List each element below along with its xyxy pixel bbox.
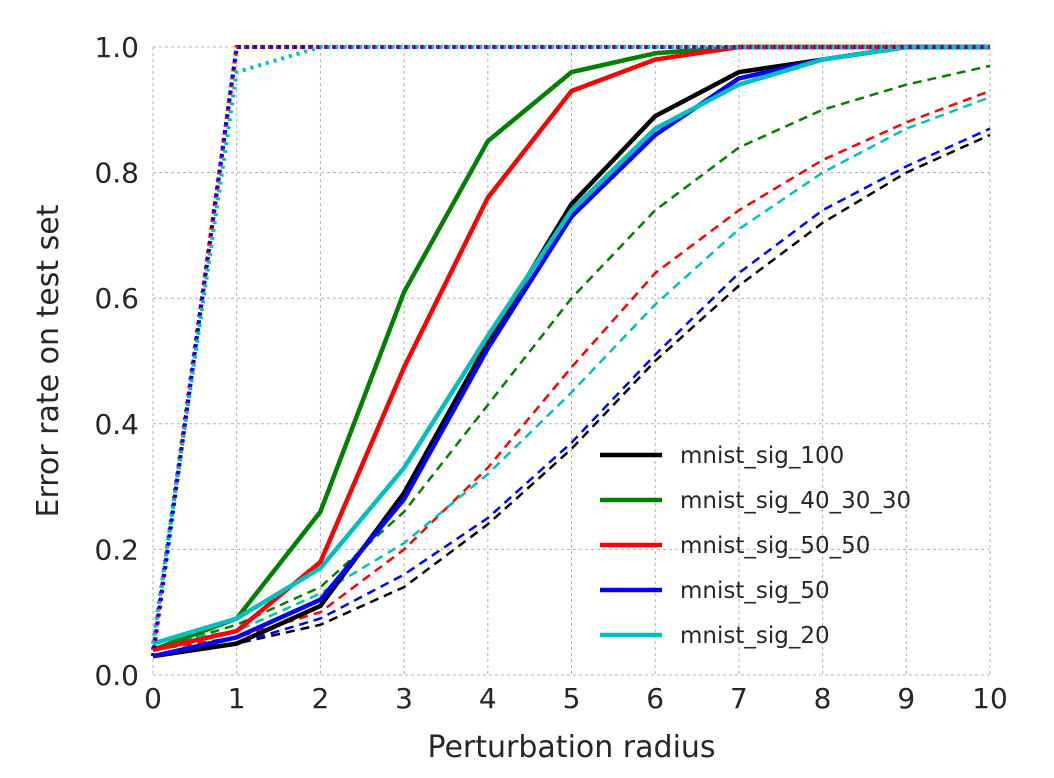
- x-tick-labels: 0 1 2 3 4 5 6 7 8 9 10: [144, 682, 1008, 715]
- x-axis-label: Perturbation radius: [427, 730, 715, 765]
- legend-label: mnist_sig_50: [680, 578, 830, 604]
- legend-label: mnist_sig_100: [680, 443, 844, 469]
- x-tick-label: 3: [395, 682, 413, 715]
- x-tick-label: 4: [479, 682, 497, 715]
- legend-label: mnist_sig_40_30_30: [680, 488, 911, 514]
- y-axis-label: Error rate on test set: [31, 204, 66, 517]
- x-tick-label: 7: [730, 682, 748, 715]
- x-tick-label: 1: [228, 682, 246, 715]
- x-tick-label: 8: [814, 682, 832, 715]
- x-tick-label: 2: [311, 682, 329, 715]
- dotted-series-group: [151, 45, 990, 657]
- y-tick-label: 1.0: [94, 31, 139, 64]
- x-tick-label: 9: [897, 682, 915, 715]
- y-tick-label: 0.6: [94, 282, 139, 315]
- grid: [152, 46, 991, 676]
- legend-label: mnist_sig_50_50: [680, 533, 870, 559]
- y-tick-labels: 0.0 0.2 0.4 0.6 0.8 1.0: [94, 31, 139, 692]
- y-tick-label: 0.4: [94, 408, 139, 441]
- series-line-dashed-mnist_sig_20: [152, 96, 991, 645]
- series-line-dashed-mnist_sig_100: [152, 133, 991, 658]
- legend-label: mnist_sig_20: [680, 623, 830, 649]
- legend: mnist_sig_100 mnist_sig_40_30_30 mnist_sig…: [600, 443, 911, 649]
- series-line-dotted-mnist_sig_50_50: [151, 45, 990, 651]
- series-line-dashed-mnist_sig_40_30_30: [152, 64, 991, 652]
- y-tick-label: 0.0: [94, 659, 139, 692]
- y-tick-label: 0.2: [94, 533, 139, 566]
- series-line-solid-mnist_sig_20: [152, 44, 990, 646]
- series-line-dashed-mnist_sig_50: [152, 127, 991, 658]
- x-tick-label: 5: [563, 682, 581, 715]
- solid-series-group: [152, 44, 990, 659]
- y-tick-label: 0.8: [94, 157, 139, 190]
- x-tick-label: 10: [972, 682, 1008, 715]
- x-tick-label: 6: [646, 682, 664, 715]
- x-tick-label: 0: [144, 682, 162, 715]
